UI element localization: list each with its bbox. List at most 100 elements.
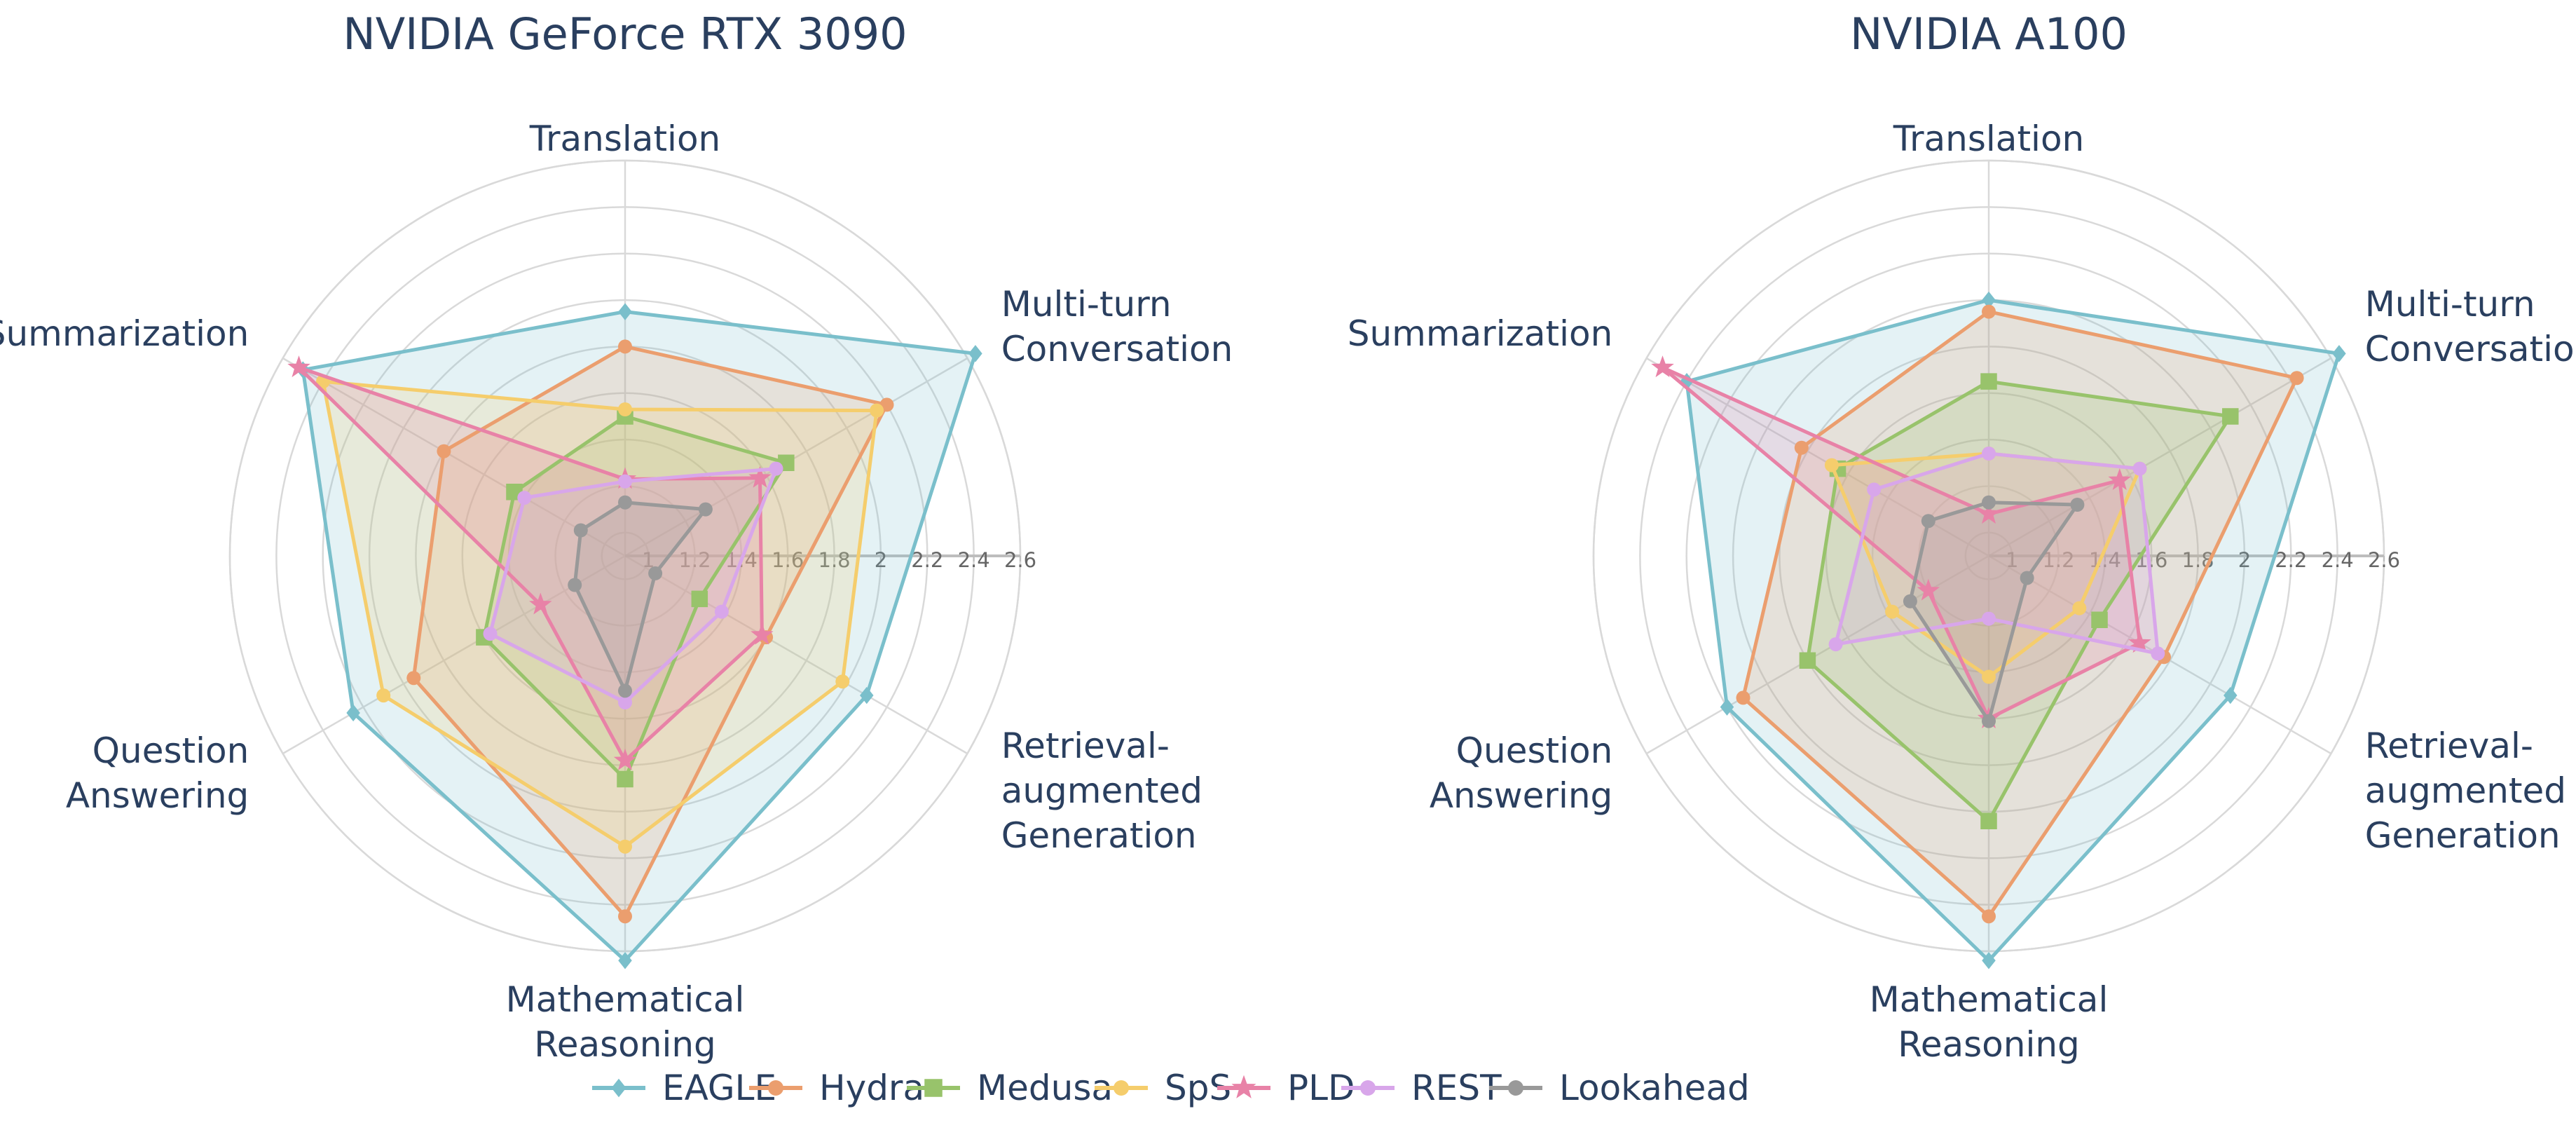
axis-label-line: Multi-turn (1001, 284, 1172, 325)
data-point-hydra (1982, 304, 1996, 319)
legend-label: REST (1411, 1068, 1502, 1108)
data-point-eagle (346, 704, 360, 722)
data-point-lookahead (2070, 498, 2085, 512)
axis-label: Retrieval-augmented Generation (1001, 726, 1203, 856)
axis-label-line: augmented (2365, 770, 2566, 811)
chart-title: NVIDIA GeForce RTX 3090 (343, 8, 907, 60)
spoke-line (282, 357, 626, 557)
legend-marker (1508, 1080, 1523, 1096)
data-point-pld (2108, 468, 2132, 491)
data-point-medusa (1980, 812, 1997, 829)
data-point-rest (714, 604, 729, 619)
legend-marker (1231, 1075, 1256, 1098)
data-point-lookahead (648, 566, 663, 580)
axis-label-line: Translation (1893, 118, 2084, 159)
data-point-rest (1828, 637, 1843, 652)
data-point-eagle (1982, 952, 1996, 969)
data-point-lookahead (568, 578, 582, 592)
data-point-hydra (406, 671, 421, 686)
data-point-sps (376, 688, 391, 703)
radial-tick-label: 1.6 (2135, 548, 2167, 572)
axis-label-line: Summarization (0, 313, 249, 354)
axis-label: Mathematical Reasoning (506, 979, 745, 1065)
axis-label-line: Question (93, 730, 249, 771)
axis-label-line: Retrieval- (2365, 726, 2533, 766)
legend-marker (1114, 1080, 1129, 1096)
series-fill-pld (1662, 367, 2140, 719)
radial-tick-label: 1 (642, 548, 655, 572)
data-point-rest (1982, 447, 1996, 461)
axis-label-line: Question (1456, 730, 1613, 771)
data-point-sps (1982, 669, 1996, 684)
data-point-hydra (618, 909, 632, 924)
axis-label-line: Translation (529, 118, 720, 159)
series-fill-pld (299, 367, 762, 761)
axis-label: Question Answering (66, 730, 249, 816)
data-point-medusa (2091, 611, 2108, 628)
data-point-eagle (968, 345, 982, 362)
axis-label: Multi-turn Conversation (1001, 284, 1233, 369)
legend-marker (924, 1079, 943, 1097)
data-point-eagle (618, 952, 632, 969)
legend-label: Lookahead (1559, 1068, 1750, 1108)
data-point-pld (1651, 355, 1674, 378)
spoke-line (1988, 357, 2332, 557)
data-point-sps (1885, 604, 1900, 619)
radial-tick-label: 2 (875, 548, 887, 572)
data-point-eagle (1720, 698, 1734, 716)
axis-label: Question Answering (1430, 730, 1612, 816)
radial-tick-label: 1.8 (818, 548, 851, 572)
data-point-hydra (1982, 909, 1996, 924)
data-point-eagle (618, 303, 632, 320)
spoke-line (624, 357, 968, 557)
data-point-pld (2128, 631, 2151, 653)
data-point-medusa (691, 590, 708, 608)
axis-label-line: Conversation (2365, 329, 2576, 369)
spoke-line (282, 554, 626, 755)
data-point-lookahead (1903, 594, 1917, 608)
radial-tick-label: 2.2 (911, 548, 943, 572)
axis-label: Multi-turn Conversation (2365, 284, 2576, 369)
data-point-medusa (2222, 408, 2239, 425)
data-point-pld (287, 355, 310, 378)
axis-label-line: Summarization (1348, 313, 1613, 354)
data-point-pld (748, 465, 772, 488)
data-point-hydra (437, 444, 451, 458)
spoke-line (624, 554, 968, 755)
chart-title: NVIDIA A100 (1850, 8, 2128, 60)
data-point-lookahead (698, 502, 713, 517)
data-point-rest (618, 695, 632, 709)
data-point-pld (1917, 578, 1940, 601)
legend-marker (611, 1078, 626, 1098)
legend: EAGLE Hydra Medusa SpS PLD REST Lookahead (592, 1068, 1750, 1108)
axis-label: Summarization (1348, 313, 1613, 354)
radial-tick-label: 1 (2006, 548, 2018, 572)
data-point-lookahead (1921, 514, 1936, 529)
series-fill-medusa (1807, 381, 2231, 822)
data-point-pld (529, 592, 552, 615)
data-point-lookahead (1982, 495, 1996, 510)
legend-marker (768, 1080, 783, 1096)
data-point-lookahead (573, 523, 588, 538)
axis-label-line: Reasoning (1898, 1024, 2080, 1065)
data-point-pld (1977, 502, 2001, 524)
data-point-rest (1982, 611, 1996, 626)
radial-tick-label: 1.6 (772, 548, 804, 572)
data-point-medusa (1799, 652, 1816, 669)
data-point-hydra (1736, 690, 1751, 705)
data-point-medusa (617, 770, 633, 788)
data-point-medusa (1980, 373, 1997, 390)
axis-label: Translation (1893, 118, 2084, 159)
data-point-rest (2132, 461, 2147, 476)
radial-tick-label: 1.2 (2042, 548, 2074, 572)
data-point-rest (769, 461, 783, 476)
data-point-pld (613, 748, 637, 770)
data-point-rest (483, 627, 498, 641)
axis-label-line: Answering (66, 775, 249, 816)
legend-marker (1360, 1080, 1376, 1096)
data-point-sps (618, 839, 632, 854)
